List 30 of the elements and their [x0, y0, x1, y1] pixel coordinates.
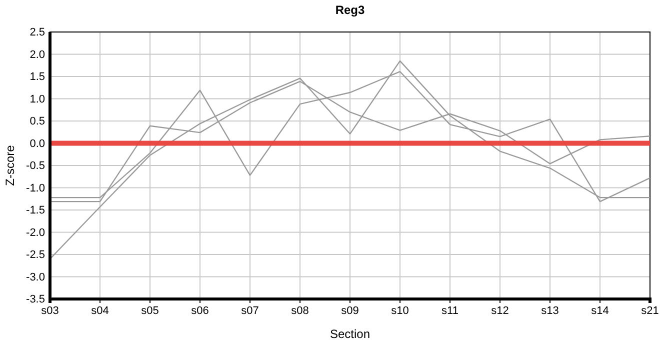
- x-axis-title: Section: [330, 327, 370, 341]
- x-tick-label: s05: [141, 304, 159, 317]
- y-tick-label: 1.0: [30, 93, 45, 106]
- y-tick-label: -0.5: [26, 160, 45, 172]
- x-tick-label: s11: [442, 304, 458, 317]
- x-tick-label: s04: [91, 304, 109, 317]
- line-series: [49, 60, 651, 260]
- y-tick-label: 0.0: [30, 138, 45, 150]
- y-tick-label: -1.0: [26, 182, 45, 194]
- x-tick-label: s03: [41, 304, 59, 317]
- x-tick-label: s13: [541, 304, 559, 317]
- x-tick-label: s07: [241, 304, 259, 317]
- x-tick-label: s21: [641, 304, 659, 317]
- y-tick-label: 2.0: [30, 48, 45, 61]
- y-tick-label: 2.5: [30, 26, 45, 39]
- x-tick-label: s12: [491, 304, 509, 317]
- x-tick-label: s10: [391, 304, 409, 317]
- y-tick-label: -3.5: [26, 294, 45, 306]
- x-tick-label: s06: [191, 304, 209, 317]
- x-tick-label: s09: [341, 304, 359, 317]
- y-axis-title: Z-score: [3, 144, 17, 186]
- y-tick-label: 0.5: [30, 116, 45, 128]
- x-tick-label: s14: [591, 304, 609, 317]
- y-tick-label: -2.5: [26, 249, 45, 262]
- x-tick-label: s08: [291, 304, 309, 317]
- y-tick-label: -3.0: [26, 271, 45, 284]
- chart-title: Reg3: [335, 3, 365, 17]
- y-tick-label: -2.0: [26, 226, 45, 239]
- y-tick-label: 1.5: [30, 71, 45, 84]
- y-tick-label: -1.5: [26, 204, 45, 217]
